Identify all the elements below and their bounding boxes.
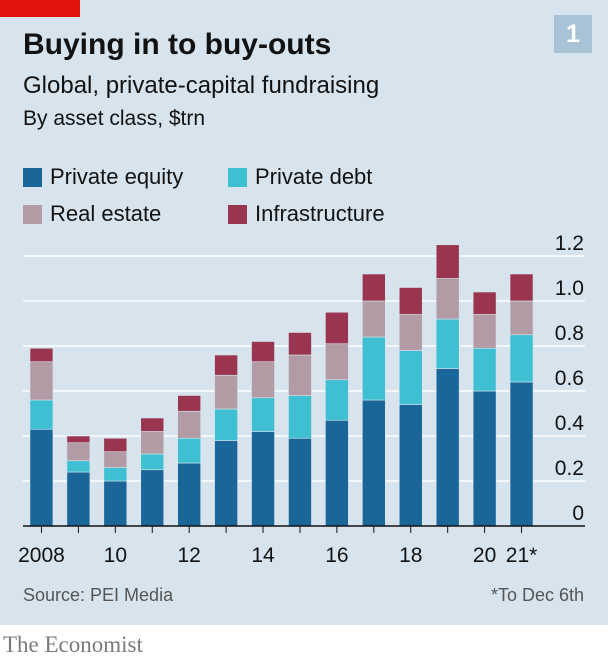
bar-segment — [509, 381, 534, 527]
bar-segment — [214, 354, 238, 376]
bar-segment — [288, 354, 312, 396]
bar-segment — [66, 442, 91, 462]
bar-segment — [472, 390, 497, 527]
bar-segment — [29, 399, 54, 430]
bar-segment — [435, 244, 460, 279]
chart-subtitle: Global, private-capital fundraising — [23, 72, 380, 99]
bar-segment — [214, 440, 238, 527]
bar-segment — [29, 347, 54, 363]
x-tick-label: 20 — [473, 544, 496, 567]
bar-segment — [509, 300, 534, 336]
bar-segment — [362, 300, 386, 338]
bar-segment — [435, 278, 460, 320]
bar-segment — [251, 397, 275, 432]
y-tick-label: 0 — [572, 502, 584, 525]
footnote: *To Dec 6th — [490, 585, 584, 605]
legend-item-private-equity: Private equity — [23, 164, 183, 190]
bar-segment — [472, 314, 497, 349]
bar-segment — [66, 471, 91, 527]
x-tick-label: 12 — [177, 544, 200, 567]
x-tick-label: 21* — [506, 544, 538, 567]
bar-segment — [362, 273, 386, 302]
bar-segment — [325, 419, 349, 527]
bar-segment — [398, 314, 423, 351]
stacked-bar-chart: 0 0.2 0.4 0.6 0.8 1.0 1.2 2008 10 12 14 16 18 20 21* — [18, 232, 585, 567]
bar-segment — [509, 334, 534, 383]
legend-item-real-estate: Real estate — [23, 201, 161, 227]
x-tick-label: 18 — [399, 544, 422, 567]
legend-item-private-debt: Private debt — [228, 164, 372, 190]
bar-segment — [29, 361, 54, 401]
y-tick-label: 0.8 — [555, 322, 584, 345]
bar-segment — [362, 399, 386, 527]
bar-segment — [325, 311, 349, 345]
bar-segment — [177, 410, 201, 439]
bar-segment — [509, 273, 534, 302]
y-tick-label: 1.0 — [555, 277, 584, 300]
bar-segment — [398, 350, 423, 405]
bar-segment — [472, 347, 497, 392]
bar-segment — [140, 453, 165, 471]
legend-label-real-estate: Real estate — [50, 201, 162, 226]
x-tick-label: 10 — [104, 544, 127, 567]
economist-logo: The Economist — [3, 632, 143, 657]
legend-swatch-real-estate — [23, 204, 42, 224]
bar-segment — [362, 336, 386, 401]
bar-segment — [177, 395, 201, 412]
bar-segment — [288, 437, 312, 527]
bar-segment — [435, 318, 460, 369]
bar-segment — [140, 417, 165, 432]
bar-segment — [66, 435, 91, 444]
x-tick-label: 2008 — [18, 544, 65, 567]
bar-segment — [103, 480, 128, 527]
bar-segment — [214, 408, 238, 441]
y-tick-label: 0.6 — [555, 367, 584, 390]
bar-segment — [140, 469, 165, 527]
y-tick-label: 0.2 — [555, 457, 584, 480]
bar-segment — [140, 431, 165, 455]
chart-number-badge: 1 — [554, 15, 592, 53]
y-tick-label: 1.2 — [555, 232, 584, 255]
chart-unit-label: By asset class, $trn — [23, 107, 206, 130]
bar-segment — [103, 467, 128, 482]
bar-segment — [177, 462, 201, 527]
bar-segment — [288, 395, 312, 439]
bar-segment — [29, 428, 54, 527]
legend-label-private-equity: Private equity — [50, 164, 184, 189]
chart-title: Buying in to buy-outs — [23, 28, 332, 61]
bar-segment — [398, 287, 423, 315]
bar-segment — [325, 379, 349, 421]
brand-red-tab — [0, 0, 80, 17]
x-tick-label: 16 — [325, 544, 348, 567]
bar-segment — [214, 374, 238, 410]
legend-swatch-private-debt — [228, 167, 247, 187]
bar-segment — [251, 361, 275, 399]
bar-segment — [103, 451, 128, 468]
bar-segment — [251, 431, 275, 527]
bar-segment — [398, 404, 423, 527]
bar-segment — [288, 332, 312, 356]
bar-segment — [177, 437, 201, 464]
x-tick-label: 14 — [251, 544, 275, 567]
bar-segment — [435, 368, 460, 527]
bar-segment — [66, 460, 91, 473]
bar-segment — [325, 343, 349, 381]
bar-segment — [472, 291, 497, 315]
legend-item-infrastructure: Infrastructure — [228, 201, 385, 227]
bar-segment — [251, 341, 275, 363]
legend-label-infrastructure: Infrastructure — [255, 201, 385, 226]
bar-segment — [103, 437, 128, 453]
legend-swatch-infrastructure — [228, 204, 247, 224]
legend-label-private-debt: Private debt — [255, 164, 373, 189]
y-tick-label: 0.4 — [555, 412, 585, 435]
source-note: Source: PEI Media — [23, 585, 174, 605]
legend-swatch-private-equity — [23, 167, 42, 187]
